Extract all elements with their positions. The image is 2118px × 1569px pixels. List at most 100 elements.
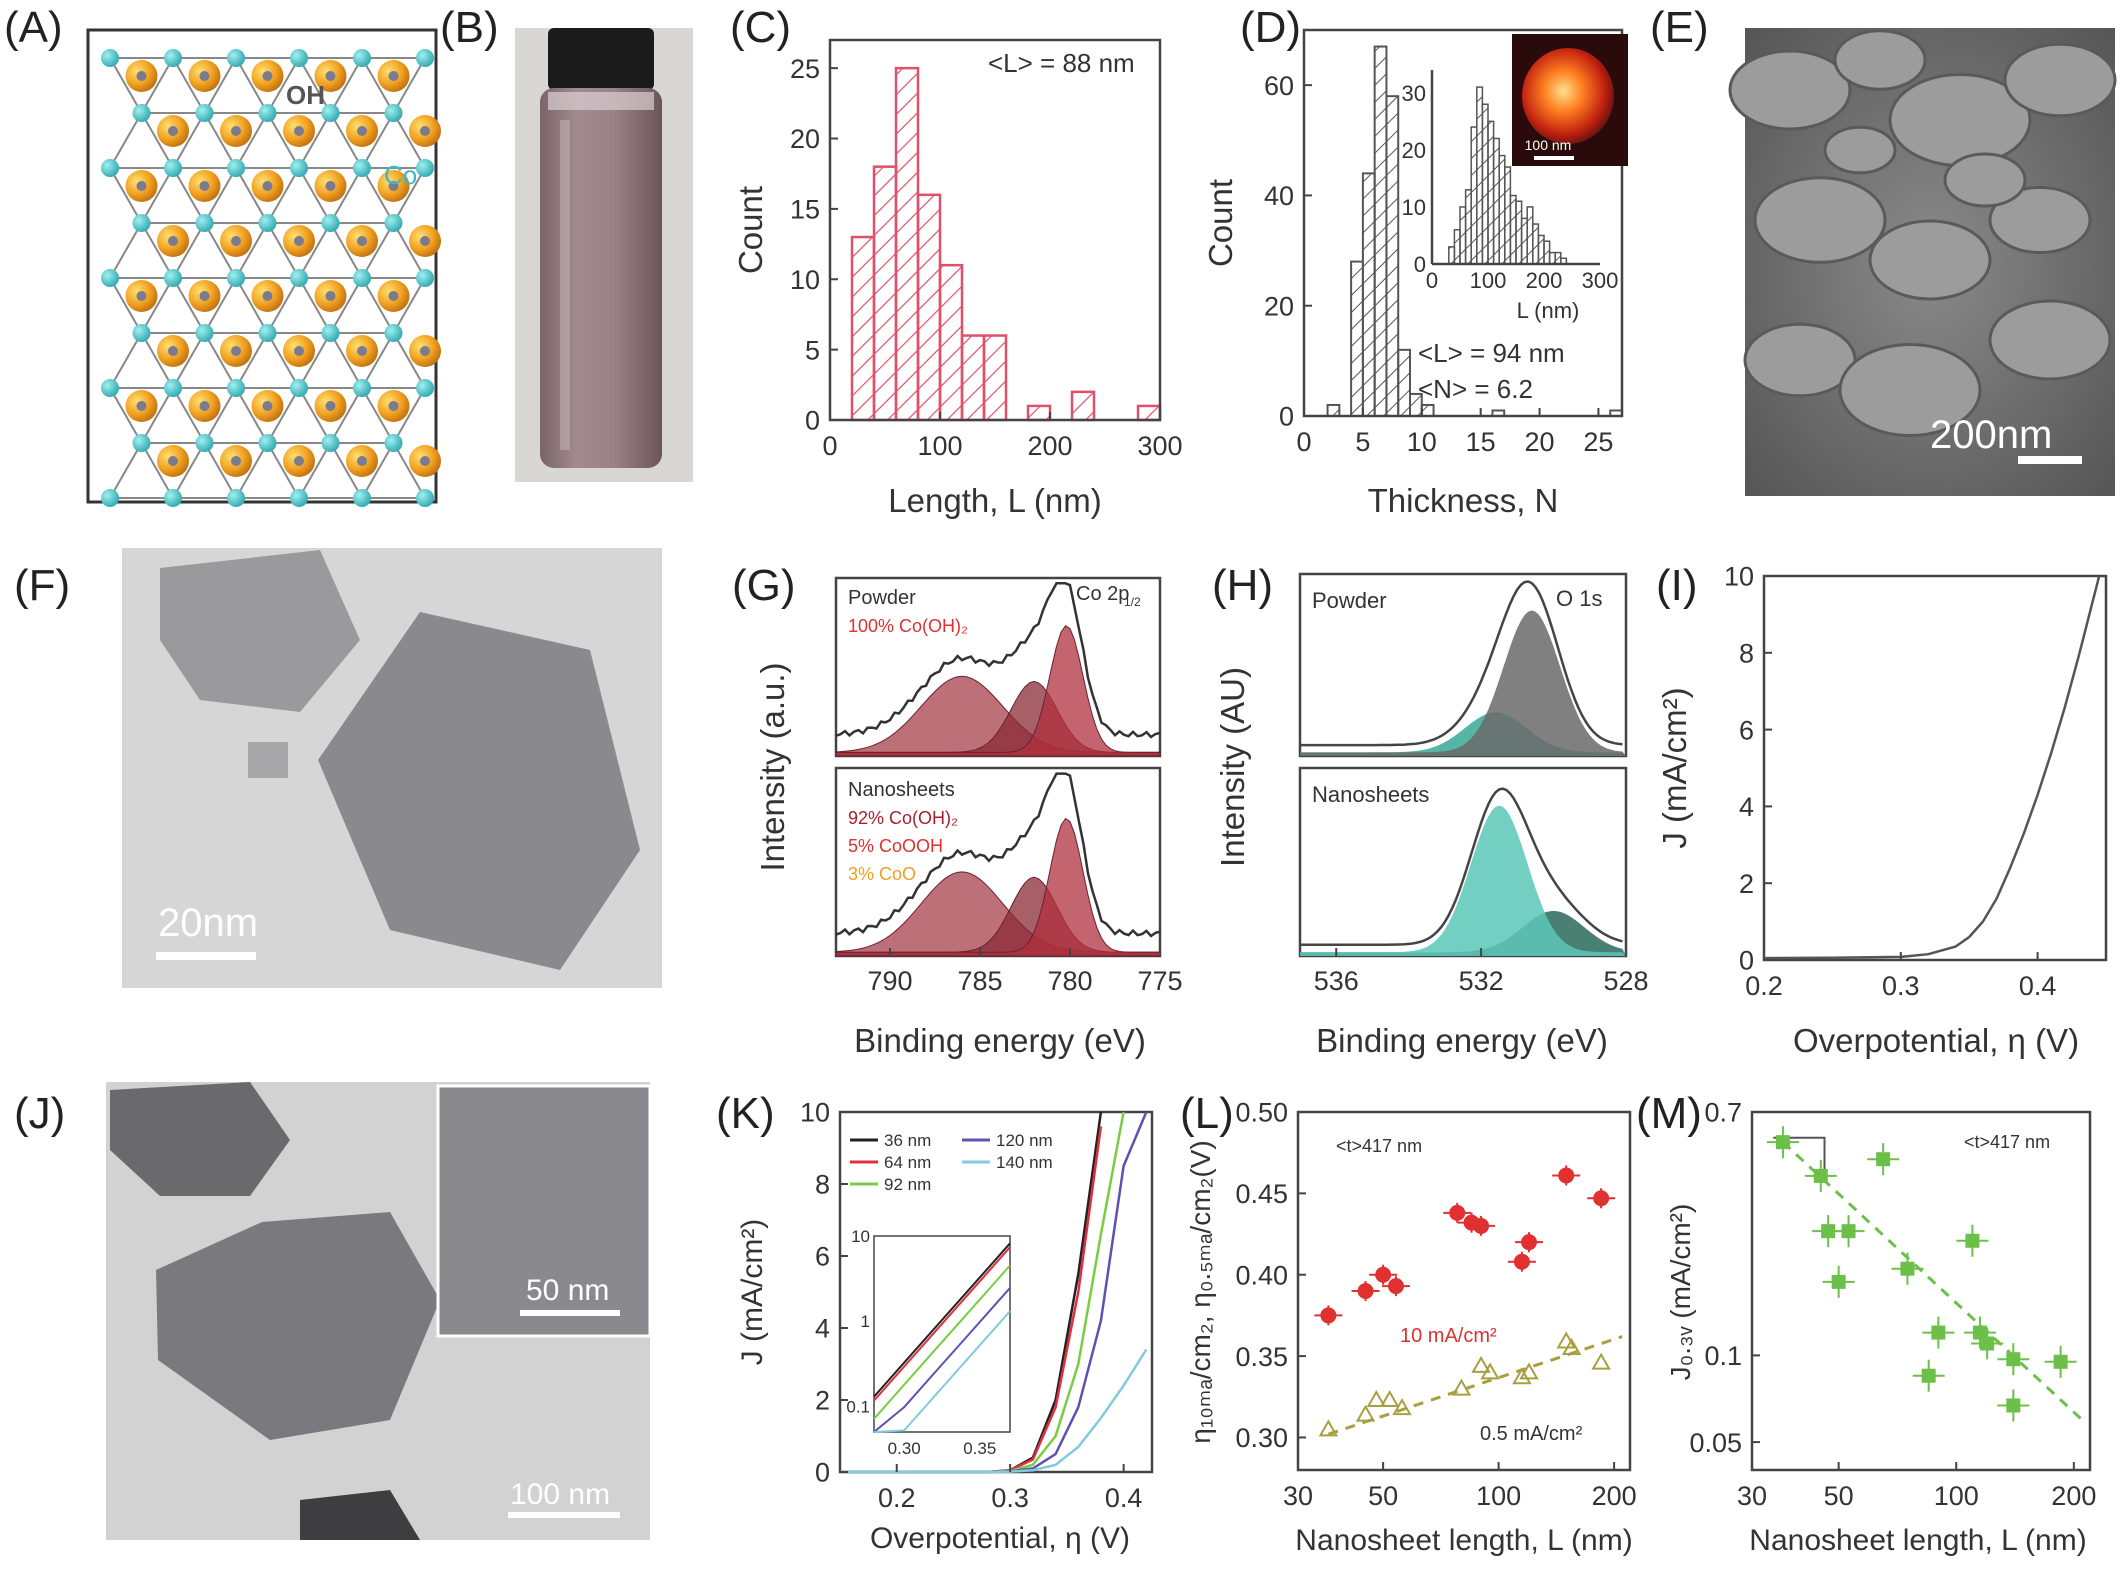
i-xlabel: Overpotential, η (V) — [1793, 1022, 2079, 1059]
lattice-bond — [298, 442, 332, 499]
panel-label-j: (J) — [14, 1089, 65, 1138]
inset-histogram-bar — [1515, 200, 1523, 265]
l-series-label-05ma: 0.5 mA/cm² — [1480, 1423, 1583, 1445]
inset-ytick-label: 0 — [1414, 252, 1426, 277]
i-xtick-label: 0.2 — [1745, 971, 1783, 1001]
k-ytick-label: 4 — [815, 1314, 830, 1344]
histogram-bar — [872, 165, 898, 422]
h-bottom-xps-component — [1300, 805, 1626, 956]
inset-histogram-bar — [1509, 194, 1517, 265]
sem-flake — [1823, 125, 1897, 175]
histogram-bar — [916, 193, 942, 422]
hydrogen-atom — [325, 181, 336, 191]
histogram-bar — [1373, 45, 1388, 418]
g-bottom-xps-envelope — [835, 772, 1161, 938]
k-inset-line — [873, 1264, 1011, 1420]
lattice-bond — [392, 222, 426, 279]
inset-histogram-bar — [1526, 206, 1534, 265]
tem-j-inset — [436, 1084, 652, 1338]
histogram-bar — [1026, 404, 1052, 422]
sem-scale-label: 200nm — [1930, 413, 2052, 457]
lattice-lines — [109, 57, 426, 499]
inset-ytick-label: 20 — [1402, 138, 1426, 163]
co-atom — [195, 104, 214, 122]
lattice-bond — [392, 387, 426, 444]
co-atom — [321, 434, 340, 452]
co-atom — [258, 434, 277, 452]
l-ytick-label: 0.30 — [1235, 1423, 1288, 1453]
lattice-bond — [298, 332, 332, 389]
hydrogen-atom — [294, 236, 304, 246]
lattice-bond — [392, 332, 426, 389]
lattice-bond — [298, 277, 332, 334]
inset-histogram-bar — [1554, 251, 1562, 265]
lattice-bond — [329, 112, 363, 169]
l-marker-05ma — [1379, 1390, 1400, 1408]
co-atom — [353, 379, 371, 397]
co-atom — [132, 434, 151, 452]
panel-l-overpotential-vs-length: 30 50 100 200 0.30 0.35 0.40 0.45 0.50 Nanosheet … — [1185, 1098, 1637, 1557]
inset-histogram-bar — [1520, 217, 1528, 265]
lattice-bond — [203, 332, 237, 389]
h-title: O 1s — [1556, 586, 1602, 611]
k-inset-ytick-label: 10 — [851, 1227, 870, 1246]
g-title: Co 2p — [1076, 583, 1129, 605]
k-xlabel: Overpotential, η (V) — [870, 1522, 1130, 1555]
l-marker-05ma — [1318, 1419, 1339, 1437]
hydrogen-atom — [231, 346, 241, 356]
inset-histogram-bar — [1537, 234, 1545, 265]
l-marker-05ma — [1471, 1355, 1491, 1373]
panel-i-polarization-curve: 0.2 0.3 0.4 0 2 4 6 8 10 Overpotential, η (V) J (m… — [1656, 562, 2108, 1059]
lattice-bond — [109, 277, 143, 334]
inset-histogram-bar — [1464, 189, 1472, 265]
co-atom — [416, 49, 434, 67]
d-ytick-label: 20 — [1264, 291, 1294, 321]
g-bottom-xps-component — [835, 817, 1161, 957]
histogram-bar — [1070, 390, 1096, 422]
lattice-bond — [298, 167, 332, 224]
hydrogen-atom — [231, 236, 241, 246]
lattice-bond — [361, 442, 395, 499]
hydrogen-atom — [262, 181, 273, 191]
k-ytick-label: 2 — [815, 1386, 830, 1416]
lattice-bond — [298, 112, 332, 169]
lattice-bond — [361, 332, 395, 389]
d-ytick-label: 40 — [1264, 181, 1294, 211]
m-marker — [1900, 1261, 1915, 1276]
panel-label-a: (A) — [4, 3, 63, 52]
g-bottom-comp-1: 92% Co(OH)₂ — [848, 808, 958, 828]
l-xtick-label: 30 — [1283, 1481, 1313, 1511]
l-xlabel: Nanosheet length, L (nm) — [1295, 1524, 1632, 1557]
lattice-bond — [140, 112, 174, 169]
sem-flake — [1753, 176, 1887, 264]
lattice-bond — [109, 222, 143, 279]
lattice-bond — [235, 112, 269, 169]
histogram-bar — [1397, 348, 1411, 418]
histogram-bar — [1420, 403, 1435, 418]
k-legend-label: 64 nm — [884, 1153, 931, 1172]
lattice-bond — [203, 112, 237, 169]
tem-j-inset-scale-label: 50 nm — [526, 1274, 609, 1307]
hydrogen-atom — [168, 456, 178, 466]
c-ylabel: Count — [732, 186, 769, 274]
lattice-bond — [235, 222, 269, 279]
lattice-bond — [329, 387, 363, 444]
co-atom — [164, 159, 182, 177]
g-bottom-comp-2: 5% CoOOH — [848, 836, 943, 856]
c-axes-frame — [828, 38, 1162, 422]
l-marker-05ma — [1355, 1404, 1376, 1422]
histogram-bar — [894, 66, 920, 422]
inset-histogram-bar — [1548, 251, 1556, 265]
l-marker-05ma — [1561, 1337, 1582, 1355]
co-atom — [101, 49, 119, 67]
histogram-bar — [1326, 403, 1341, 418]
hydrogen-atom — [168, 236, 178, 246]
co-atom — [258, 324, 277, 342]
l-marker-05ma — [1392, 1398, 1412, 1416]
sem-flake — [1833, 29, 1927, 91]
m-marker — [2006, 1398, 2021, 1413]
co-atom — [290, 489, 308, 507]
m-ylabel: J₀.₃ᵥ (mA/cm²) — [1665, 1204, 1696, 1381]
h-top-label: Powder — [1312, 588, 1387, 613]
inset-histogram-bar — [1487, 120, 1495, 265]
